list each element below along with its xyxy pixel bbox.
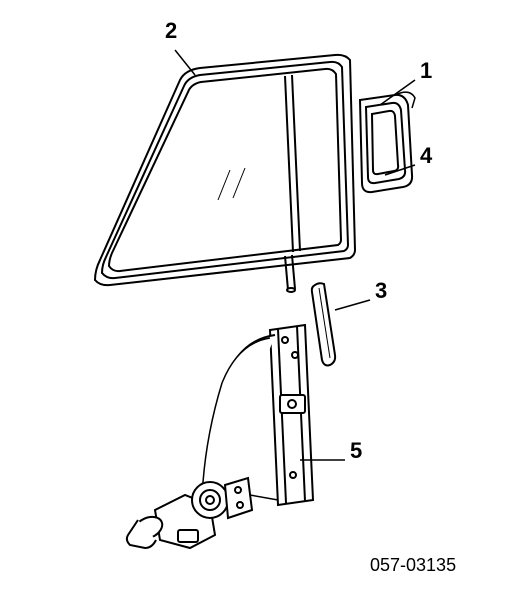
callout-3: 3 [375, 278, 387, 304]
callout-4: 4 [420, 143, 432, 169]
regulator-motor [127, 478, 252, 548]
callout-2: 2 [165, 18, 177, 44]
parts-diagram: 1 2 3 4 5 057-03135 [0, 0, 520, 600]
part-1-4-vent-seal [360, 92, 415, 192]
frame-extension [285, 255, 295, 292]
window-divider [285, 75, 300, 252]
part-5-regulator [127, 325, 313, 548]
part-2-glass-run [95, 55, 355, 285]
part-3-division-bar [312, 283, 335, 365]
diagram-svg [0, 0, 520, 600]
callout-1: 1 [420, 58, 432, 84]
reference-number: 057-03135 [370, 555, 456, 576]
callout-5: 5 [350, 438, 362, 464]
